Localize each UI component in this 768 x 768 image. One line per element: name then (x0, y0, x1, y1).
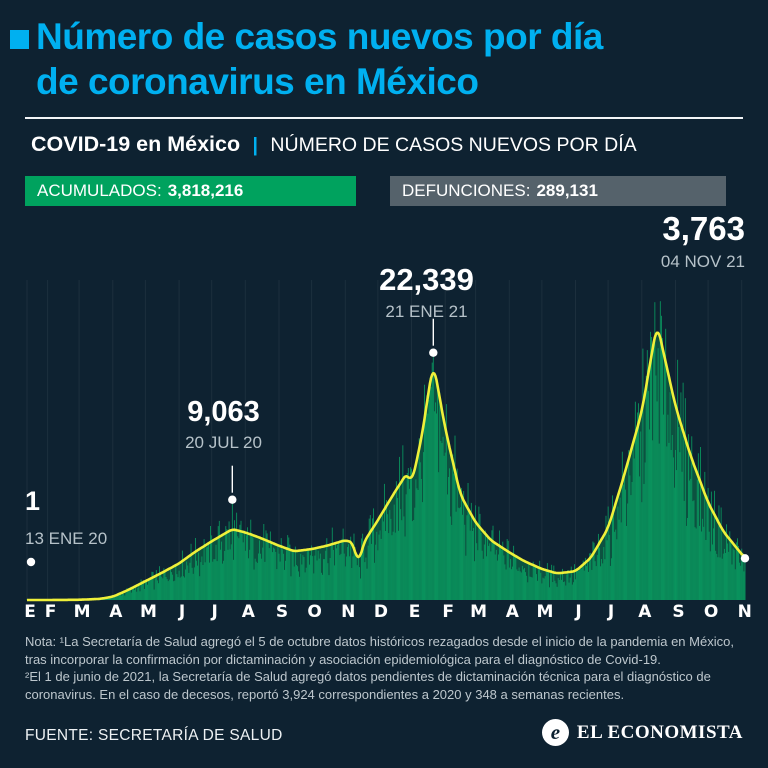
month-axis-label: S (276, 602, 288, 622)
footnote: Nota: ¹La Secretaría de Salud agregó el … (25, 633, 743, 703)
month-axis-label: M (74, 602, 91, 622)
annotation-value: 3,763 (662, 210, 745, 247)
annotation-date: 21 ENE 21 (385, 302, 468, 321)
accumulated-value: 3,818,216 (167, 181, 244, 200)
month-axis-label: E (24, 602, 36, 622)
publisher-logo: e EL ECONOMISTA (541, 719, 743, 746)
month-axis-label: N (341, 602, 355, 622)
month-axis-label: J (607, 602, 614, 622)
annotation-date: 13 ENE 20 (25, 529, 108, 548)
avg-line (26, 331, 746, 602)
month-axis-label: F (442, 602, 454, 622)
el-economista-logo-icon: e (541, 719, 569, 746)
month-axis-label: J (574, 602, 581, 622)
deaths-badge: DEFUNCIONES: 289,131 (390, 176, 726, 206)
annotation-value: 22,339 (379, 262, 474, 297)
header-divider (25, 117, 743, 119)
month-axis-label: O (307, 602, 321, 622)
page-title-line1: Número de casos nuevos por día (36, 16, 603, 57)
key-point-dot (26, 557, 36, 567)
month-axis-label: D (374, 602, 388, 622)
subtitle-separator: | (252, 134, 258, 156)
source-credit: FUENTE: SECRETARÍA DE SALUD (25, 727, 283, 744)
title-accent-square-icon (10, 30, 29, 49)
key-point-dot (228, 495, 237, 504)
deaths-value: 289,131 (536, 181, 598, 200)
month-axis-label: A (638, 602, 652, 622)
month-axis-label: S (672, 602, 684, 622)
month-axis-label: A (109, 602, 123, 622)
month-axis-label: J (178, 602, 185, 622)
annotation-first-case: 1 13 ENE 20 (25, 486, 107, 549)
deaths-label: DEFUNCIONES: (402, 181, 531, 200)
key-point-dot (429, 348, 438, 357)
footnote-line1: Nota: ¹La Secretaría de Salud agregó el … (25, 634, 734, 667)
annotation-value: 9,063 (187, 396, 260, 428)
daily-bars (26, 301, 746, 600)
month-axis-label: M (470, 602, 487, 622)
month-axis-label: A (242, 602, 256, 622)
annotation-first-wave-peak: 9,063 20 JUL 20 (146, 396, 301, 453)
month-axis-label: N (738, 602, 752, 622)
chart-subtitle: COVID-19 en México | NÚMERO DE CASOS NUE… (31, 132, 637, 157)
annotation-date: 20 JUL 20 (185, 433, 262, 452)
subtitle-main: COVID-19 en México (31, 132, 241, 156)
subtitle-detail: NÚMERO DE CASOS NUEVOS POR DÍA (270, 134, 637, 156)
area-fill (27, 332, 745, 600)
month-axis-label: M (140, 602, 157, 622)
annotation-value: 1 (25, 486, 41, 516)
month-axis-label: E (409, 602, 421, 622)
footnote-line2: ²El 1 de junio de 2021, la Secretaría de… (25, 669, 711, 702)
month-axis-label: A (506, 602, 520, 622)
month-axis-label: J (211, 602, 218, 622)
annotation-date: 04 NOV 21 (660, 252, 745, 271)
month-axis-label: O (704, 602, 718, 622)
month-axis-label: M (536, 602, 553, 622)
annotation-latest-value: 3,763 04 NOV 21 (661, 210, 745, 272)
publisher-name: EL ECONOMISTA (576, 721, 743, 743)
month-axis-label: F (45, 602, 57, 622)
page-title: Número de casos nuevos por día de coronav… (36, 14, 603, 104)
page-title-line2: de coronavirus en México (36, 61, 479, 102)
accumulated-badge: ACUMULADOS: 3,818,216 (25, 176, 356, 206)
accumulated-label: ACUMULADOS: (37, 181, 162, 200)
annotation-second-wave-peak: 22,339 21 ENE 21 (344, 262, 509, 322)
key-point-dot (740, 554, 750, 563)
